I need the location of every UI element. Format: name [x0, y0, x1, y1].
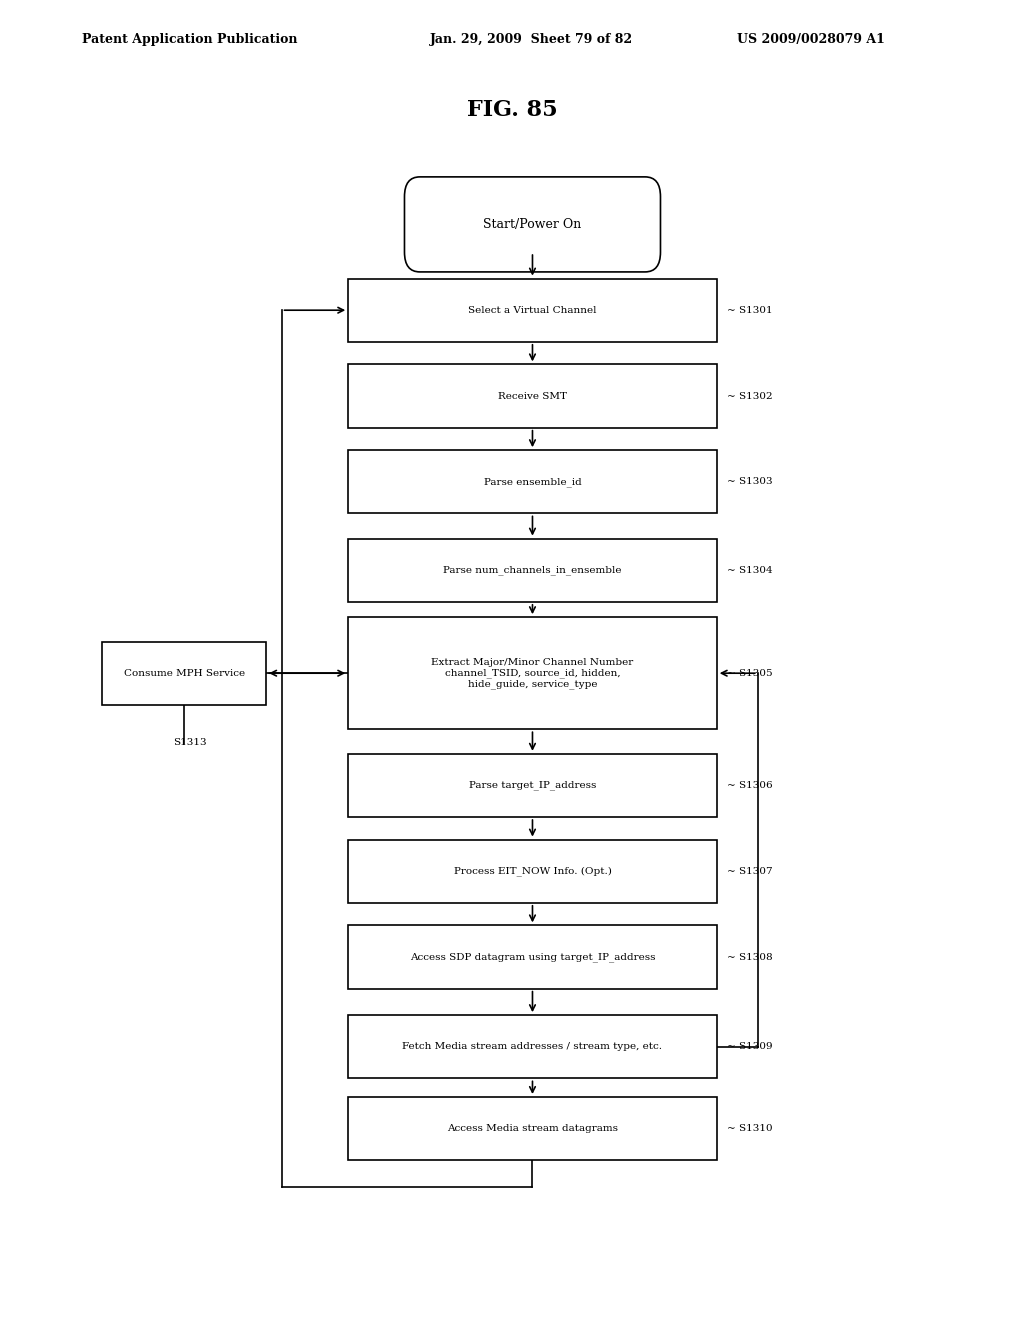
FancyBboxPatch shape	[348, 1015, 717, 1078]
Text: Access Media stream datagrams: Access Media stream datagrams	[447, 1125, 617, 1133]
Text: Access SDP datagram using target_IP_address: Access SDP datagram using target_IP_addr…	[410, 952, 655, 962]
Text: ~ S1304: ~ S1304	[727, 566, 773, 574]
Text: US 2009/0028079 A1: US 2009/0028079 A1	[737, 33, 885, 46]
Text: Process EIT_NOW Info. (Opt.): Process EIT_NOW Info. (Opt.)	[454, 866, 611, 876]
FancyBboxPatch shape	[348, 840, 717, 903]
Text: Parse ensemble_id: Parse ensemble_id	[483, 477, 582, 487]
Text: Receive SMT: Receive SMT	[498, 392, 567, 400]
FancyBboxPatch shape	[348, 754, 717, 817]
Text: Fetch Media stream addresses / stream type, etc.: Fetch Media stream addresses / stream ty…	[402, 1043, 663, 1051]
Text: ~ S1310: ~ S1310	[727, 1125, 773, 1133]
Text: ~ S1307: ~ S1307	[727, 867, 773, 875]
Text: ~ S1303: ~ S1303	[727, 478, 773, 486]
Text: ~ S1301: ~ S1301	[727, 306, 773, 314]
Text: Select a Virtual Channel: Select a Virtual Channel	[468, 306, 597, 314]
Text: Parse target_IP_address: Parse target_IP_address	[469, 780, 596, 791]
FancyBboxPatch shape	[348, 1097, 717, 1160]
Text: ~ S1306: ~ S1306	[727, 781, 773, 789]
Text: Patent Application Publication: Patent Application Publication	[82, 33, 297, 46]
FancyBboxPatch shape	[348, 364, 717, 428]
Text: Parse num_channels_in_ensemble: Parse num_channels_in_ensemble	[443, 565, 622, 576]
Text: Start/Power On: Start/Power On	[483, 218, 582, 231]
Text: ~ S1308: ~ S1308	[727, 953, 773, 961]
Text: Consume MPH Service: Consume MPH Service	[124, 669, 245, 677]
Text: Extract Major/Minor Channel Number
channel_TSID, source_id, hidden,
hide_guide, : Extract Major/Minor Channel Number chann…	[431, 657, 634, 689]
Text: ~ S1309: ~ S1309	[727, 1043, 773, 1051]
Text: Jan. 29, 2009  Sheet 79 of 82: Jan. 29, 2009 Sheet 79 of 82	[430, 33, 633, 46]
FancyBboxPatch shape	[102, 642, 266, 705]
FancyBboxPatch shape	[348, 925, 717, 989]
FancyBboxPatch shape	[348, 450, 717, 513]
FancyBboxPatch shape	[348, 279, 717, 342]
Text: S1313: S1313	[173, 738, 206, 747]
FancyBboxPatch shape	[404, 177, 660, 272]
Text: FIG. 85: FIG. 85	[467, 99, 557, 121]
Text: ~ S1305: ~ S1305	[727, 669, 773, 677]
FancyBboxPatch shape	[348, 539, 717, 602]
FancyBboxPatch shape	[348, 618, 717, 729]
Text: ~ S1302: ~ S1302	[727, 392, 773, 400]
